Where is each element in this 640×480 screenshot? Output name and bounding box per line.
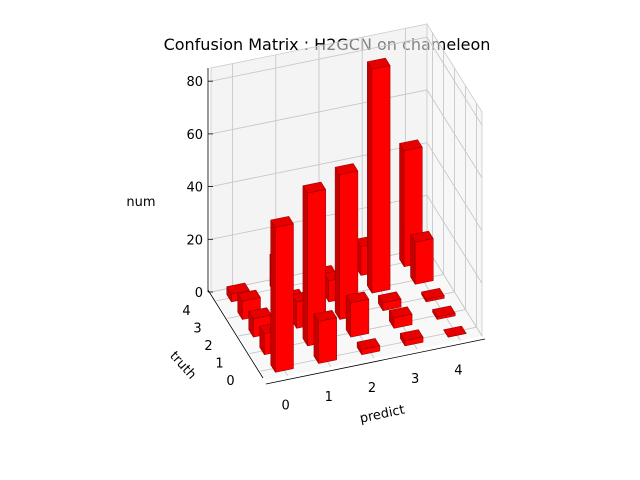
x-tick-label: 2 — [368, 381, 376, 396]
z-axis-label: num — [126, 195, 155, 210]
bar-side-face — [313, 313, 319, 365]
bar-side-face — [302, 184, 308, 347]
bar-truth-0-predict-4 — [443, 325, 467, 338]
bar-truth-2-predict-4 — [421, 287, 445, 303]
bar-side-face — [367, 60, 373, 295]
bar-truth-1-predict-4 — [432, 305, 456, 321]
x-tick-label: 3 — [411, 372, 419, 387]
bar-top-face — [421, 287, 445, 300]
x-tick-label: 0 — [281, 399, 289, 414]
x-axis-line — [265, 338, 486, 385]
z-tick-label: 80 — [186, 75, 203, 90]
x-tick-label: 1 — [325, 390, 333, 405]
bar-top-face — [345, 291, 370, 304]
bar-top-face — [443, 325, 467, 338]
z-tick-label: 60 — [186, 128, 203, 143]
bar-top-face — [356, 338, 381, 350]
bar-side-face — [270, 219, 276, 374]
bars-group — [226, 57, 467, 374]
bar-front-face — [414, 238, 434, 285]
bar-top-face — [399, 329, 424, 341]
y-axis-label: truth — [166, 349, 199, 383]
y-tick-label: 2 — [204, 339, 212, 354]
y-tick-label: 4 — [182, 304, 190, 319]
bar-top-face — [226, 282, 250, 295]
bar-side-face — [399, 142, 405, 268]
bar-truth-0-predict-3 — [399, 329, 424, 347]
bar-front-face — [318, 317, 337, 364]
y-tick-label: 3 — [193, 321, 201, 336]
bar-top-face — [237, 289, 261, 302]
bar-top-face — [410, 230, 434, 243]
z-tick-label: 40 — [186, 181, 203, 196]
bar-truth-1-predict-1 — [302, 181, 327, 347]
bar-top-face — [377, 291, 402, 304]
z-grid-line — [210, 142, 483, 231]
bar-side-face — [410, 233, 416, 286]
bar-truth-1-predict-2 — [345, 291, 370, 339]
z-tick-label: 0 — [195, 286, 203, 301]
bar-top-face — [248, 307, 272, 319]
x-tick-label: 4 — [454, 363, 462, 378]
z-tick-label: 20 — [186, 233, 203, 248]
bar-truth-3-predict-0 — [237, 289, 261, 321]
z-grid-line — [210, 36, 483, 126]
bar-truth-3-predict-4 — [410, 230, 434, 286]
bar-top-face — [302, 181, 327, 194]
bar-front-face — [275, 223, 294, 373]
bar-top-face — [270, 216, 294, 228]
x-axis-label: predict — [358, 403, 406, 427]
bar-top-face — [334, 163, 359, 175]
y-tick-label: 0 — [226, 374, 234, 389]
bar-truth-1-predict-3 — [388, 306, 413, 330]
bar-top-face — [388, 306, 413, 319]
bar-top-face — [313, 310, 338, 322]
bar-top-face — [399, 139, 423, 152]
bar-truth-0-predict-1 — [313, 310, 338, 365]
bar-top-face — [432, 305, 456, 318]
bar-truth-0-predict-2 — [356, 338, 381, 356]
bar-front-face — [350, 298, 370, 338]
z-grid-line — [210, 89, 483, 179]
y-axis-line — [207, 289, 264, 379]
y-tick-label: 1 — [215, 357, 223, 372]
bar-truth-2-predict-3 — [377, 291, 402, 312]
bar-front-face — [371, 65, 391, 294]
bar-truth-2-predict-2 — [334, 163, 359, 321]
bar-top-face — [366, 57, 391, 70]
bar-truth-3-predict-3 — [366, 57, 391, 295]
bar-side-face — [334, 166, 340, 321]
bar-truth-0-predict-0 — [270, 216, 294, 374]
